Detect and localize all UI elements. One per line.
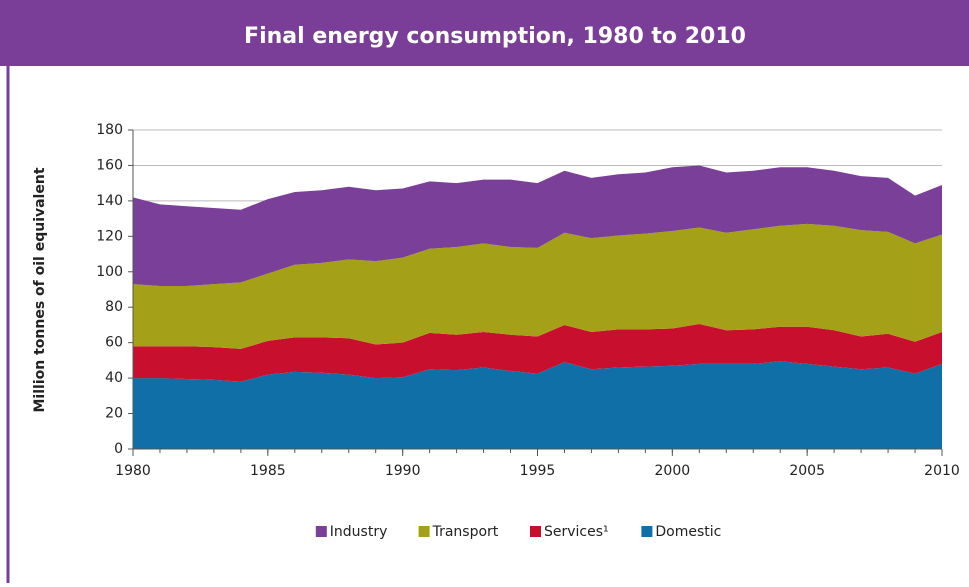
y-tick-label: 0 [114,441,123,457]
y-tick-label: 120 [96,228,123,244]
x-tick-label: 1990 [385,463,421,479]
chart-title: Final energy consumption, 1980 to 2010 [244,24,746,49]
y-tick-label: 80 [105,299,123,315]
x-tick-label: 1995 [520,463,556,479]
legend-label: Services¹ [544,524,609,540]
area [133,223,942,349]
y-tick-label: 20 [105,406,123,422]
x-tick-label: 2000 [655,463,691,479]
x-tick-label: 2005 [789,463,825,479]
header-bar [0,0,969,66]
y-tick-label: 60 [105,335,123,351]
legend-swatch [641,526,653,537]
x-tick-label: 2010 [924,463,960,479]
y-tick-label: 180 [96,122,123,138]
y-tick-label: 140 [96,193,123,209]
y-tick-label: 100 [96,264,123,280]
y-tick-label: 40 [105,370,123,386]
legend-swatch [530,526,541,537]
legend-label: Transport [432,524,499,540]
area [133,324,942,382]
legend-swatch [418,526,430,537]
area [133,361,942,449]
legend-swatch [315,526,327,537]
y-axis-label: Million tonnes of oil equivalent [32,167,48,412]
y-tick-label: 160 [96,157,123,173]
x-tick-label: 1980 [115,463,151,479]
area [133,165,942,286]
legend-label: Domestic [655,524,721,540]
legend-label: Industry [330,524,388,540]
x-tick-label: 1985 [250,463,286,479]
